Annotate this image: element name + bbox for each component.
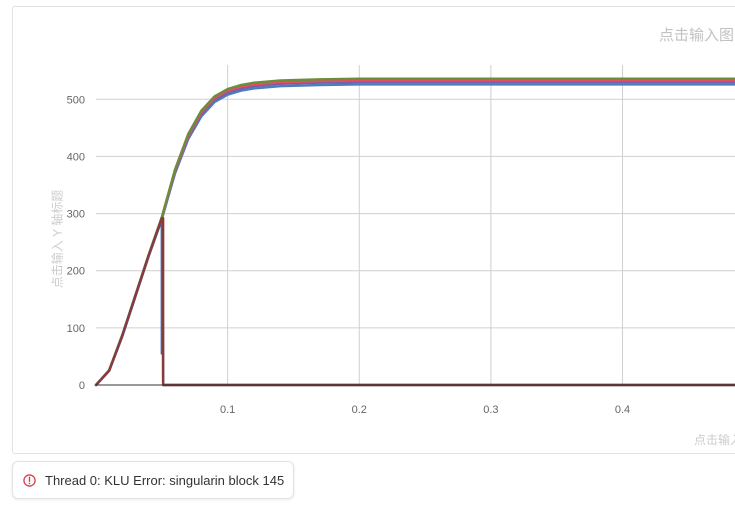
x-tick-label: 0.4 <box>615 404 630 416</box>
x-tick-label: 0.3 <box>483 404 498 416</box>
series-line <box>94 216 735 387</box>
y-tick-label: 0 <box>79 380 85 392</box>
x-tick-label: 0.2 <box>352 404 367 416</box>
error-toast: Thread 0: KLU Error: singularin block 14… <box>12 461 295 499</box>
x-axis-title[interactable]: 点击输入 <box>694 433 735 447</box>
chart-panel: 点击输入图 点击输入 Y 轴标题 点击输入 01002003004005000.… <box>12 6 735 454</box>
chart-title[interactable]: 点击输入图 <box>659 27 735 44</box>
x-tick-label: 0.1 <box>220 404 235 416</box>
alert-circle-icon <box>23 473 36 487</box>
series-line <box>94 77 735 387</box>
y-tick-label: 400 <box>67 151 85 163</box>
line-chart: 0 100 200 300 400 500 0.1 0.2 0.3 0.4 <box>67 65 735 416</box>
y-tick-label: 100 <box>67 323 85 335</box>
y-tick-label: 300 <box>67 209 85 221</box>
y-tick-label: 500 <box>67 94 85 106</box>
error-message: Thread 0: KLU Error: singularin block 14… <box>45 472 285 488</box>
series-line <box>94 218 735 387</box>
y-tick-label: 200 <box>67 266 85 278</box>
